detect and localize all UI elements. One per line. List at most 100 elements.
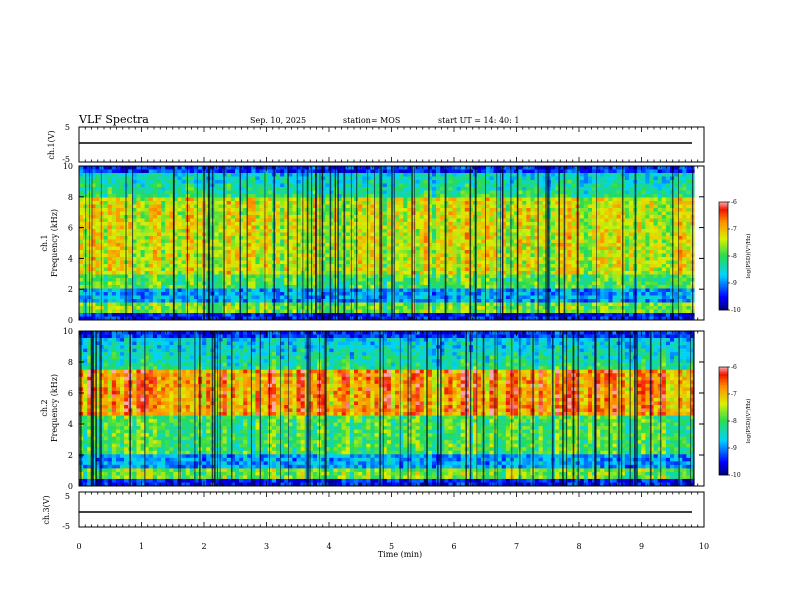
colorbar-segment	[719, 417, 728, 420]
colorbar-segment	[719, 279, 728, 282]
colorbar-segment	[719, 238, 728, 241]
time-tick-label: 0	[76, 542, 81, 551]
colorbar-segment	[719, 295, 728, 298]
colorbar-segment	[719, 250, 728, 253]
time-tick-label: 10	[699, 542, 709, 551]
colorbar-segment	[719, 421, 728, 424]
colorbar-segment	[719, 437, 728, 440]
colorbar-segment	[719, 469, 728, 472]
colorbar-segment	[719, 408, 728, 411]
time-tick-label: 2	[201, 542, 206, 551]
colorbar-segment	[719, 433, 728, 436]
ch2-spectrogram-image	[79, 331, 704, 487]
ch2-frequency-ylabel: Frequency (kHz)	[50, 374, 59, 442]
colorbar-segment	[719, 462, 728, 465]
colorbar-segment	[719, 216, 728, 219]
colorbar-segment	[719, 460, 728, 463]
colorbar-segment	[719, 413, 728, 416]
time-tick-label: 1	[139, 542, 144, 551]
colorbar-segment	[719, 259, 728, 262]
colorbar-segment	[719, 457, 728, 460]
colorbar-tick-label: -8	[731, 253, 737, 260]
colorbar-segment	[719, 422, 728, 425]
date-label: Sep. 10, 2025	[250, 116, 306, 125]
colorbar-segment	[719, 223, 728, 226]
colorbar-segment	[719, 270, 728, 273]
station-label: station= MOS	[343, 116, 400, 125]
colorbar-segment	[719, 428, 728, 431]
colorbar-segment	[719, 410, 728, 413]
colorbar-segment	[719, 424, 728, 427]
time-tick-label: 6	[451, 542, 456, 551]
colorbar-segment	[719, 236, 728, 239]
colorbar-segment	[719, 202, 728, 205]
time-axis-ticks	[78, 127, 705, 527]
colorbar-tick-label: -8	[731, 418, 737, 425]
ch2-ytick-label: 4	[68, 420, 73, 429]
colorbar-segment	[719, 299, 728, 302]
colorbar-segment	[719, 379, 728, 382]
colorbar-tick-label: -9	[731, 280, 737, 287]
colorbar-segment	[719, 415, 728, 418]
colorbar-segment	[719, 390, 728, 393]
colorbar-segment	[719, 431, 728, 434]
colorbar-segment	[719, 377, 728, 380]
colorbar-segment	[719, 243, 728, 246]
colorbar-segment	[719, 308, 728, 311]
colorbar-tick-label: -10	[731, 307, 741, 314]
time-tick-label: 9	[639, 542, 644, 551]
ch1-ytick-label: 10	[63, 162, 73, 171]
time-tick-label: 5	[389, 542, 394, 551]
colorbar-tick-label: -9	[731, 445, 737, 452]
ch1-frequency-yticks: 0 2 4 6 8 10	[63, 162, 704, 325]
colorbar-tick-label: -10	[731, 472, 741, 479]
colorbar-segment	[719, 426, 728, 429]
time-tick-label: 8	[576, 542, 581, 551]
colorbar-tick-label: -6	[731, 199, 737, 206]
colorbar-segment	[719, 214, 728, 217]
ch2-colorbar: -6 -7 -8 -9 -10 log(PSD)(V²/Hz)	[718, 364, 752, 479]
colorbar-segment	[719, 397, 728, 400]
colorbar-segment	[719, 442, 728, 445]
colorbar-segment	[719, 446, 728, 449]
colorbar-segment	[719, 370, 728, 373]
colorbar-segment	[719, 272, 728, 275]
colorbar-segment	[719, 247, 728, 250]
colorbar-segment	[719, 306, 728, 309]
colorbar-segment	[719, 448, 728, 451]
colorbar-segment	[719, 220, 728, 223]
colorbar-segment	[719, 394, 728, 397]
colorbar-segment	[719, 292, 728, 295]
colorbar-segment	[719, 467, 728, 470]
ch2-ytick-label: 0	[68, 482, 73, 491]
colorbar-segment	[719, 274, 728, 277]
ch3-ytick-bottom: -5	[62, 522, 70, 531]
ch1-voltage-panel: 5 -5 ch.1(V)	[47, 123, 705, 164]
ch1-ytick-label: 6	[68, 224, 73, 233]
ch1-spectrogram-channel-label: ch.1	[40, 234, 49, 251]
colorbar-segment	[719, 419, 728, 422]
colorbar-tick-label: -7	[731, 226, 737, 233]
colorbar-segment	[719, 221, 728, 224]
colorbar-segment	[719, 403, 728, 406]
colorbar-segment	[719, 254, 728, 257]
colorbar-segment	[719, 257, 728, 260]
ch1-ytick-top: 5	[65, 123, 70, 132]
colorbar-segment	[719, 239, 728, 242]
colorbar-segment	[719, 471, 728, 474]
colorbar-segment	[719, 473, 728, 476]
colorbar-segment	[719, 392, 728, 395]
colorbar-tick-label: -6	[731, 364, 737, 371]
colorbar-segment	[719, 301, 728, 304]
colorbar-segment	[719, 368, 728, 371]
ch2-ytick-label: 8	[68, 358, 73, 367]
time-tick-label: 4	[326, 542, 331, 551]
start-time-label: start UT = 14: 40: 1	[438, 116, 519, 125]
ch1-ytick-label: 4	[68, 254, 73, 263]
colorbar-segment	[719, 281, 728, 284]
colorbar-segment	[719, 261, 728, 264]
figure-title: VLF Spectra	[78, 113, 149, 126]
colorbar-segment	[719, 458, 728, 461]
colorbar-segment	[719, 430, 728, 433]
colorbar-segment	[719, 227, 728, 230]
